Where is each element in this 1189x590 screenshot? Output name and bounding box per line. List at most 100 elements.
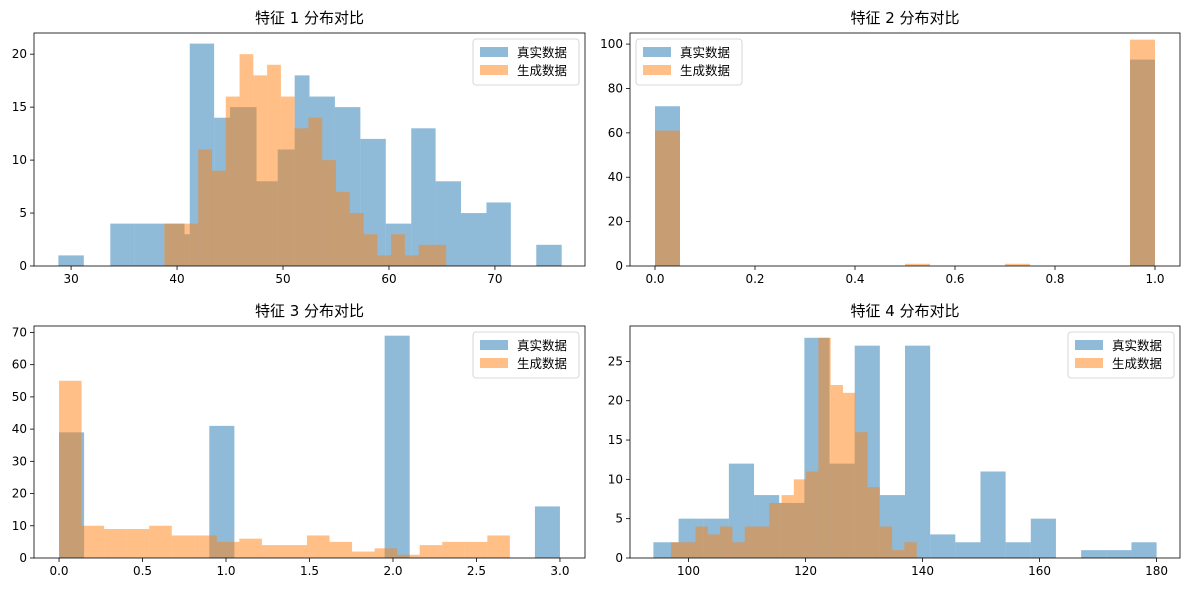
x-tick-label: 140 <box>911 564 934 578</box>
x-tick-label: 2.0 <box>383 564 402 578</box>
x-tick-label: 1.0 <box>1145 272 1164 286</box>
x-tick-label: 3.0 <box>550 564 569 578</box>
legend-swatch-real <box>643 47 671 57</box>
histogram-bar <box>363 234 378 266</box>
histogram-bar <box>280 96 295 266</box>
x-tick-label: 60 <box>381 272 396 286</box>
histogram-bar <box>81 525 105 558</box>
histogram-bar <box>134 223 165 266</box>
y-tick-label: 25 <box>608 354 623 368</box>
histogram-bar <box>904 542 917 558</box>
histogram-bar <box>149 525 172 558</box>
chart-title: 特征 2 分布对比 <box>850 9 959 27</box>
legend-swatch-real <box>1075 340 1103 350</box>
histogram-bar <box>216 541 240 558</box>
y-tick-label: 20 <box>12 487 27 501</box>
subplot-2: 特征 2 分布对比 0.0 0.2 0.4 0.6 0.8 1.0 0 20 40 60 80 100 真… <box>600 9 1181 286</box>
legend-label-generated: 生成数据 <box>517 356 567 371</box>
histogram-bar <box>756 526 770 558</box>
y-tick-label: 100 <box>600 37 623 51</box>
chart-title: 特征 1 分布对比 <box>255 9 364 27</box>
histogram-bar <box>126 529 150 558</box>
legend-label-generated: 生成数据 <box>680 63 730 78</box>
y-tick-label: 0 <box>615 259 623 273</box>
y-tick-label: 0 <box>19 551 27 565</box>
histogram-bar <box>534 506 560 558</box>
legend-label-real: 真实数据 <box>517 45 567 60</box>
histogram-bar <box>793 479 807 558</box>
series-generated <box>164 54 447 267</box>
histogram-bar <box>198 149 213 266</box>
legend-swatch-real <box>480 47 508 57</box>
axes-frame <box>629 32 1181 267</box>
histogram-bar <box>744 526 757 558</box>
legend-label-real: 真实数据 <box>680 45 730 60</box>
histogram-bar <box>253 75 268 266</box>
x-tick-label: 0.4 <box>845 272 864 286</box>
histogram-bar <box>536 244 562 266</box>
series-generated <box>670 337 917 558</box>
histogram-bar <box>329 541 353 558</box>
histogram-bar <box>377 255 392 266</box>
histogram-bar <box>384 335 410 558</box>
histogram-bar <box>1130 39 1155 267</box>
x-tick-label: 1.5 <box>300 564 319 578</box>
x-tick-label: 0.5 <box>133 564 152 578</box>
subplot-3: 特征 3 分布对比 0.0 0.5 1.0 1.5 2.0 2.5 3.0 0 10 20 30 40 5… <box>12 302 586 578</box>
histogram-bar <box>432 244 447 266</box>
y-tick-label: 20 <box>608 394 623 408</box>
histogram-bar <box>239 538 262 558</box>
histogram-bar <box>322 160 336 266</box>
histogram-bar <box>349 213 364 266</box>
histogram-bar <box>58 255 84 266</box>
histogram-bar <box>418 244 433 266</box>
y-tick-label: 10 <box>608 472 623 486</box>
x-tick-label: 120 <box>794 564 817 578</box>
histogram-bar <box>404 255 419 266</box>
legend-swatch-generated <box>480 65 508 75</box>
chart-title: 特征 3 分布对比 <box>255 302 364 320</box>
histogram-bar <box>59 380 82 558</box>
histogram-bar <box>294 128 309 266</box>
histogram-bar <box>104 529 127 558</box>
y-tick-label: 60 <box>608 126 623 140</box>
series-generated <box>655 39 1155 267</box>
histogram-bar <box>670 542 684 558</box>
histogram-bar <box>267 64 281 266</box>
histogram-bar <box>225 96 240 266</box>
subplot-4: 特征 4 分布对比 100 120 140 160 180 0 5 10 15 20 25 真实数据生成… <box>608 302 1181 578</box>
x-tick-label: 160 <box>1028 564 1051 578</box>
histogram-bar <box>855 432 868 558</box>
axes-frame <box>629 325 1181 559</box>
legend-label-generated: 生成数据 <box>1112 356 1162 371</box>
histogram-bar <box>905 263 930 266</box>
x-tick-label: 100 <box>677 564 700 578</box>
histogram-bar <box>683 542 696 558</box>
histogram-bar <box>335 191 350 266</box>
y-tick-label: 50 <box>12 390 27 404</box>
y-tick-label: 30 <box>12 454 27 468</box>
x-tick-label: 2.5 <box>467 564 486 578</box>
histogram-bar <box>464 541 488 558</box>
histogram-bar <box>955 542 981 558</box>
series-generated <box>59 380 510 558</box>
legend-swatch-generated <box>643 65 671 75</box>
histogram-bar <box>695 526 708 558</box>
y-tick-label: 5 <box>615 512 623 526</box>
histogram-bar <box>261 545 285 558</box>
histogram-bar <box>110 223 135 266</box>
y-tick-label: 15 <box>608 433 623 447</box>
y-tick-label: 60 <box>12 358 27 372</box>
histogram-bar <box>1106 550 1132 558</box>
x-tick-label: 0.8 <box>1045 272 1064 286</box>
histogram-bar <box>352 551 375 558</box>
y-tick-label: 70 <box>12 325 27 339</box>
histogram-bar <box>411 128 436 266</box>
series-real <box>655 59 1155 266</box>
histogram-bar <box>306 535 330 558</box>
